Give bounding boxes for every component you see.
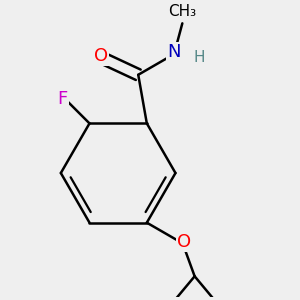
Text: N: N (167, 44, 181, 62)
Text: F: F (57, 90, 67, 108)
Text: H: H (194, 50, 205, 65)
Text: O: O (94, 47, 108, 65)
Text: CH₃: CH₃ (168, 4, 196, 20)
Text: O: O (177, 233, 191, 251)
